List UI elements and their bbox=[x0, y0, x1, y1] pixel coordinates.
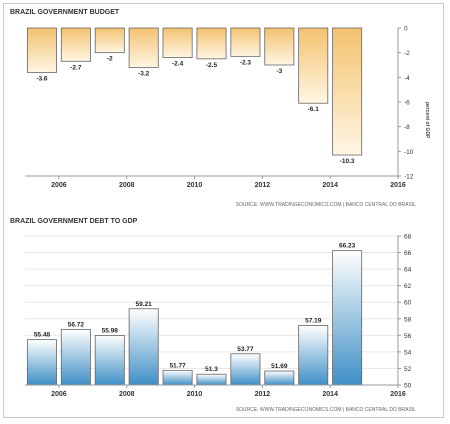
y-tick-label: -12 bbox=[404, 174, 414, 181]
debt-x-axis: 2006 2008 2010 2012 2014 2016 bbox=[25, 384, 406, 398]
data-label: -2.5 bbox=[206, 62, 218, 69]
data-label: -3.2 bbox=[138, 70, 150, 77]
data-label: -10.3 bbox=[340, 158, 355, 165]
bar bbox=[162, 27, 193, 59]
y-tick-label: -4 bbox=[404, 75, 410, 82]
data-label: -2.7 bbox=[70, 64, 82, 71]
bar bbox=[128, 27, 159, 68]
x-tick-label: 2008 bbox=[119, 391, 135, 398]
bar bbox=[264, 27, 295, 66]
y-tick-label: 56 bbox=[404, 333, 412, 340]
data-label: 59.21 bbox=[136, 301, 153, 308]
debt-y-axis: 50 52 54 56 58 60 62 64 66 68 bbox=[397, 234, 412, 390]
y-tick-label: 62 bbox=[404, 283, 412, 290]
y-tick-label: 64 bbox=[404, 267, 412, 274]
x-tick-label: 2006 bbox=[51, 391, 67, 398]
x-tick-label: 2012 bbox=[255, 391, 271, 398]
x-tick-label: 2008 bbox=[119, 182, 135, 189]
budget-source: SOURCE: WWW.TRADINGECONOMICS.COM | BANCO… bbox=[236, 202, 417, 208]
y-tick-label: 0 bbox=[404, 26, 408, 33]
bar bbox=[26, 27, 57, 73]
x-tick-label: 2016 bbox=[390, 182, 406, 189]
y-tick-label: -8 bbox=[404, 124, 410, 131]
data-label: -2 bbox=[107, 56, 113, 63]
data-label: -3.6 bbox=[36, 75, 48, 82]
budget-y-axis: 0 -2 -4 -6 -8 -10 -12 bbox=[397, 26, 414, 181]
budget-chart-title: BRAZIL GOVERNMENT BUDGET bbox=[10, 9, 120, 16]
y-tick-label: 52 bbox=[404, 366, 412, 373]
bar bbox=[94, 27, 125, 54]
bar bbox=[230, 353, 261, 386]
bar bbox=[196, 27, 227, 60]
y-tick-label: -10 bbox=[404, 149, 414, 156]
y-tick-label: 58 bbox=[404, 316, 412, 323]
bar bbox=[162, 369, 193, 386]
x-tick-label: 2010 bbox=[187, 182, 203, 189]
data-label: 55.48 bbox=[34, 332, 51, 339]
x-tick-label: 2014 bbox=[322, 391, 338, 398]
x-tick-label: 2012 bbox=[255, 182, 271, 189]
budget-bars: -3.6 -2.7 -2 -3.2 -2.4 -2.5 -2.3 -3 -6.1 -10.3 bbox=[26, 27, 363, 165]
data-label: 57.19 bbox=[305, 317, 322, 324]
bar bbox=[264, 370, 295, 386]
y-tick-label: 68 bbox=[404, 234, 412, 241]
data-label: 51.77 bbox=[169, 362, 186, 369]
data-label: -3 bbox=[276, 68, 282, 75]
budget-x-axis: 2006 2008 2010 2012 2014 2016 bbox=[25, 175, 406, 189]
data-label: -2.3 bbox=[240, 59, 252, 66]
data-label: 56.72 bbox=[68, 321, 85, 328]
data-label: 55.98 bbox=[102, 327, 119, 334]
data-label: -6.1 bbox=[308, 106, 320, 113]
bar bbox=[298, 27, 329, 104]
budget-y-axis-label: percent of GDP bbox=[424, 102, 430, 139]
data-label: 66.23 bbox=[339, 243, 356, 250]
y-tick-label: 50 bbox=[404, 383, 412, 390]
bar bbox=[196, 373, 227, 386]
bar bbox=[94, 335, 125, 386]
bar bbox=[60, 27, 91, 62]
data-label: 51.69 bbox=[271, 363, 288, 370]
bar bbox=[332, 27, 363, 156]
bar bbox=[60, 328, 91, 386]
x-tick-label: 2006 bbox=[51, 182, 67, 189]
bar bbox=[26, 339, 57, 386]
y-tick-label: -6 bbox=[404, 100, 410, 107]
data-label: 51.3 bbox=[205, 366, 218, 373]
debt-chart-title: BRAZIL GOVERNMENT DEBT TO GDP bbox=[10, 218, 138, 225]
bar bbox=[128, 308, 159, 386]
y-tick-label: 66 bbox=[404, 250, 412, 257]
data-label: 53.77 bbox=[237, 346, 254, 353]
bar bbox=[332, 250, 363, 386]
y-tick-label: 54 bbox=[404, 349, 412, 356]
x-tick-label: 2016 bbox=[390, 391, 406, 398]
x-tick-label: 2014 bbox=[322, 182, 338, 189]
data-label: -2.4 bbox=[172, 61, 184, 68]
debt-source: SOURCE: WWW.TRADINGECONOMICS.COM | BANCO… bbox=[236, 407, 417, 413]
x-tick-label: 2010 bbox=[187, 391, 203, 398]
y-tick-label: -2 bbox=[404, 50, 410, 57]
bar bbox=[230, 27, 261, 57]
debt-bars: 55.48 56.72 55.98 59.21 51.77 51.3 53.77 51.69 5… bbox=[26, 243, 363, 386]
bar bbox=[298, 325, 329, 386]
y-tick-label: 60 bbox=[404, 300, 412, 307]
